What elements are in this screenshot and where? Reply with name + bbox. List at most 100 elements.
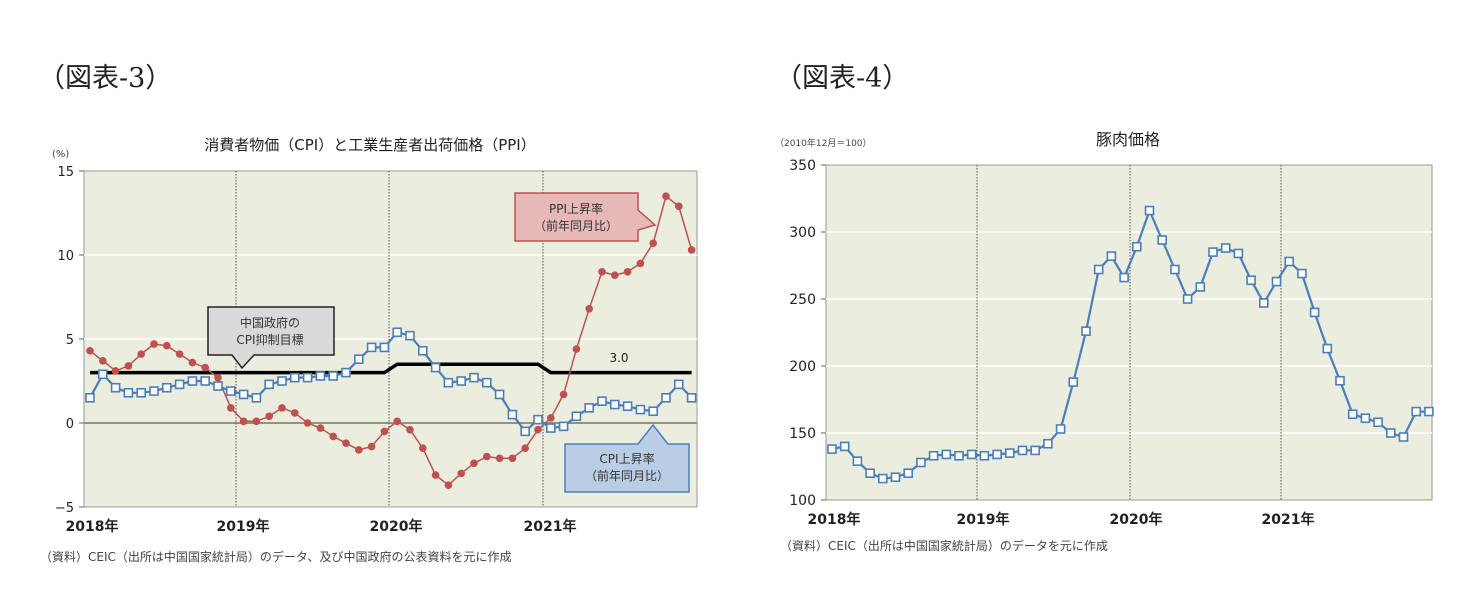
data-point	[558, 421, 569, 432]
data-point	[1081, 326, 1091, 336]
data-point	[443, 377, 454, 388]
data-point	[609, 399, 620, 410]
plot-area	[825, 164, 1433, 501]
data-point	[941, 449, 952, 460]
chart-title: 消費者物価（CPI）と工業生産者出荷価格（PPI）	[204, 136, 535, 154]
data-point	[1322, 343, 1333, 354]
data-point	[598, 268, 606, 276]
data-point	[355, 446, 363, 454]
data-point	[494, 389, 505, 400]
x-tick-label: 2020年	[1110, 511, 1163, 528]
y-axis-unit: （2010年12月＝100）	[775, 137, 872, 149]
data-point	[188, 358, 197, 367]
data-point	[521, 444, 529, 453]
source-note-right: （資料）CEIC（出所は中国国家統計局）のデータを元に作成	[780, 539, 1108, 553]
data-point	[584, 403, 595, 413]
series-line	[90, 362, 692, 375]
data-point	[648, 406, 659, 417]
data-point	[315, 371, 326, 381]
data-point	[342, 439, 350, 447]
data-point	[341, 367, 351, 378]
data-point	[520, 426, 531, 437]
data-point	[227, 404, 235, 412]
x-tick-label: 2021年	[524, 518, 577, 535]
data-point	[265, 412, 274, 421]
data-point	[1068, 377, 1079, 387]
data-point	[890, 472, 901, 483]
data-point	[252, 417, 261, 426]
data-point	[406, 425, 414, 434]
data-point	[572, 345, 581, 353]
data-point	[928, 450, 939, 461]
x-tick-label: 2021年	[1262, 511, 1315, 528]
cpi-ppi-chart: 消費者物価（CPI）と工業生産者出荷価格（PPI） (%) 15 10 5 0 −5 2…	[52, 136, 698, 535]
data-point	[1106, 251, 1117, 261]
data-point	[852, 456, 863, 466]
data-point	[150, 340, 158, 348]
cpi-callout-line2: （前年同月比）	[585, 468, 669, 483]
data-point	[277, 376, 287, 386]
data-point	[597, 396, 607, 406]
data-point	[111, 367, 120, 375]
data-point	[1335, 375, 1345, 386]
x-axis-ticks: 2018年 2019年 2020年 2021年	[66, 518, 577, 535]
data-point	[1144, 205, 1155, 216]
y-tick-label: 100	[789, 493, 816, 509]
source-note-left: （資料）CEIC（出所は中国国家統計局）のデータ、及び中国政府の公表資料を元に作…	[40, 550, 512, 564]
y-tick-label: 15	[57, 165, 74, 180]
data-point	[483, 452, 491, 461]
data-point	[662, 192, 670, 200]
data-point	[457, 469, 466, 478]
x-tick-label: 2018年	[808, 511, 861, 528]
data-point	[533, 414, 543, 425]
y-tick-label: −5	[55, 501, 74, 516]
data-point	[251, 392, 262, 403]
data-point	[329, 432, 338, 441]
y-tick-label: 300	[789, 225, 816, 241]
data-point	[380, 427, 389, 436]
data-point	[174, 379, 185, 390]
data-point	[839, 441, 850, 452]
data-point	[405, 330, 415, 341]
data-point	[992, 449, 1002, 460]
y-tick-label: 0	[66, 417, 74, 432]
data-point	[1170, 264, 1180, 275]
data-point	[1246, 275, 1256, 286]
data-point	[1093, 264, 1104, 275]
data-point	[611, 271, 619, 279]
data-point	[214, 373, 222, 382]
data-point	[1182, 294, 1193, 304]
cpi-callout-line1: CPI上昇率	[599, 451, 654, 466]
data-point	[1043, 438, 1053, 449]
data-point	[571, 411, 582, 422]
target-callout: 中国政府の CPI抑制目標	[207, 306, 335, 370]
data-point	[137, 350, 145, 358]
data-point	[456, 376, 467, 386]
data-point	[507, 409, 518, 420]
data-point	[481, 377, 492, 388]
data-point	[675, 202, 683, 211]
data-point	[379, 342, 390, 353]
data-point	[124, 362, 133, 370]
data-point	[163, 341, 171, 350]
data-point	[686, 392, 697, 403]
data-point	[622, 401, 633, 412]
data-point	[1360, 413, 1371, 424]
target-value-label: 3.0	[609, 351, 628, 365]
data-point	[1309, 307, 1320, 318]
data-point	[291, 409, 299, 417]
data-point	[1398, 432, 1409, 442]
data-point	[966, 449, 977, 460]
data-point	[865, 468, 875, 479]
data-point	[559, 390, 568, 399]
data-point	[149, 386, 159, 396]
data-point	[98, 369, 108, 380]
data-point	[623, 268, 632, 276]
data-point	[303, 419, 312, 427]
data-point	[1373, 417, 1383, 428]
data-point	[187, 376, 198, 386]
data-point	[239, 417, 248, 426]
data-point	[419, 444, 427, 453]
data-point	[877, 473, 888, 484]
